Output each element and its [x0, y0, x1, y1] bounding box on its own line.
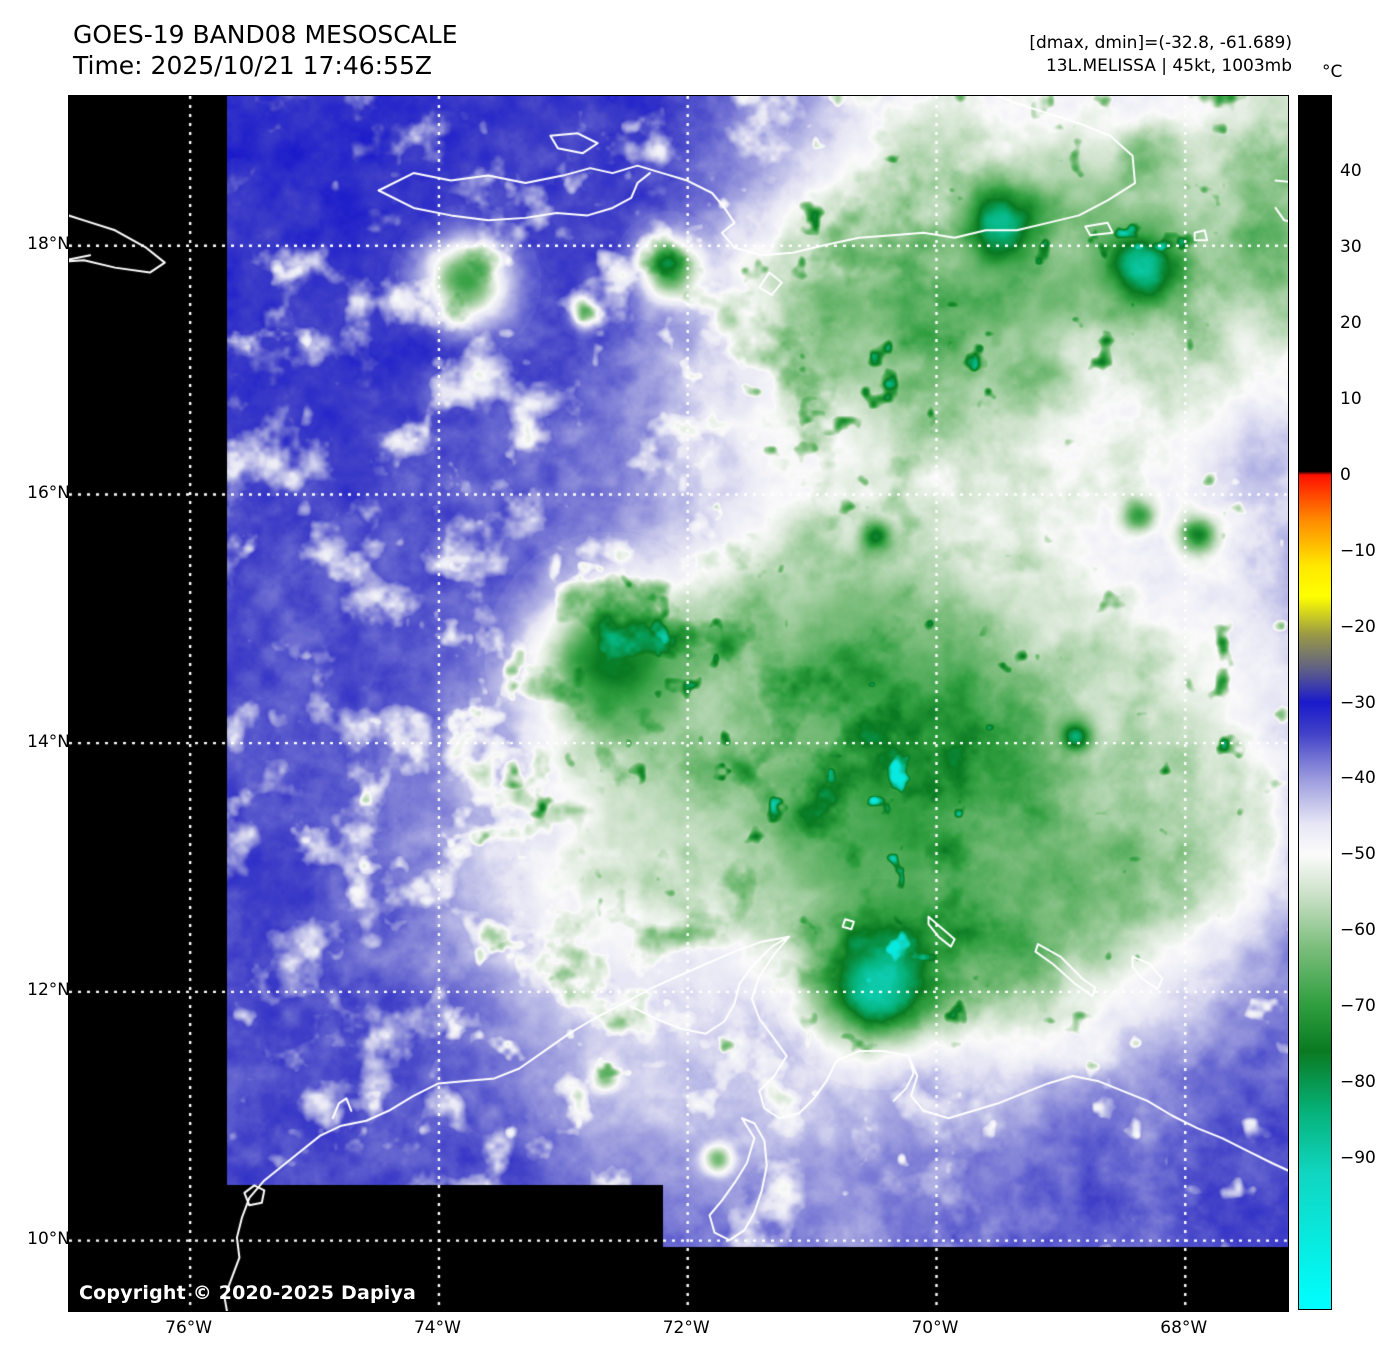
copyright-notice: Copyright © 2020-2025 Dapiya [79, 1282, 417, 1304]
colorbar-unit-label: °C [1322, 62, 1343, 82]
header-title-block: GOES-19 BAND08 MESOSCALE Time: 2025/10/2… [73, 19, 458, 81]
colorbar [1298, 95, 1332, 1310]
latitude-tick-12N: 12°N [27, 980, 70, 1001]
dmax-dmin-readout: [dmax, dmin]=(-32.8, -61.689) [1029, 33, 1292, 53]
colorbar-tick-20: 20 [1340, 312, 1362, 333]
timestamp: Time: 2025/10/21 17:46:55Z [73, 51, 432, 80]
colorbar-tick-40: 40 [1340, 160, 1362, 181]
longitude-tick-68W: 68°W [1160, 1318, 1208, 1338]
colorbar-tick-neg50: −50 [1340, 844, 1376, 865]
latitude-tick-14N: 14°N [27, 731, 70, 752]
colorbar-tick-neg30: −30 [1340, 692, 1376, 713]
colorbar-tick-neg80: −80 [1340, 1072, 1376, 1093]
latitude-tick-16N: 16°N [27, 482, 70, 503]
latitude-tick-18N: 18°N [27, 234, 70, 255]
colorbar-tick-neg70: −70 [1340, 996, 1376, 1017]
longitude-tick-74W: 74°W [413, 1318, 461, 1338]
latitude-tick-10N: 10°N [27, 1229, 70, 1250]
colorbar-tick-neg10: −10 [1340, 540, 1376, 561]
colorbar-tick-neg60: −60 [1340, 920, 1376, 941]
longitude-tick-76W: 76°W [165, 1318, 213, 1338]
satellite-image-plot[interactable]: Copyright © 2020-2025 Dapiya [68, 95, 1289, 1312]
header-meta-block: [dmax, dmin]=(-32.8, -61.689) 13L.MELISS… [1029, 32, 1292, 78]
satellite-imagery-canvas[interactable] [69, 96, 1288, 1311]
storm-info: 13L.MELISSA | 45kt, 1003mb [1045, 56, 1292, 76]
colorbar-tick-30: 30 [1340, 236, 1362, 257]
colorbar-tick-neg90: −90 [1340, 1148, 1376, 1169]
colorbar-tick-0: 0 [1340, 464, 1351, 485]
colorbar-tick-neg40: −40 [1340, 768, 1376, 789]
colorbar-tick-neg20: −20 [1340, 616, 1376, 637]
colorbar-tick-10: 10 [1340, 388, 1362, 409]
longitude-tick-72W: 72°W [662, 1318, 710, 1338]
longitude-tick-70W: 70°W [911, 1318, 959, 1338]
page-title: GOES-19 BAND08 MESOSCALE [73, 20, 458, 49]
colorbar-gradient [1298, 95, 1332, 1310]
